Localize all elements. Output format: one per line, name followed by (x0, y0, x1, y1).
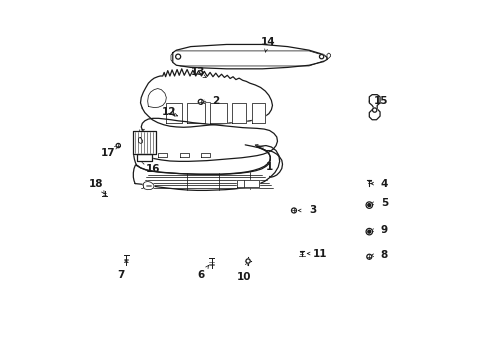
Text: 2: 2 (212, 96, 219, 106)
Text: 11: 11 (312, 248, 326, 258)
Polygon shape (210, 103, 226, 123)
Polygon shape (133, 145, 279, 190)
Polygon shape (251, 103, 265, 123)
Circle shape (198, 99, 203, 104)
Polygon shape (201, 153, 210, 157)
Text: 5: 5 (380, 198, 387, 208)
Polygon shape (147, 89, 166, 108)
Text: 15: 15 (373, 96, 387, 106)
Text: 12: 12 (162, 107, 176, 117)
Circle shape (291, 208, 296, 213)
Circle shape (367, 204, 370, 206)
Polygon shape (165, 103, 182, 123)
Circle shape (367, 230, 370, 233)
Circle shape (366, 228, 372, 235)
Circle shape (366, 254, 371, 259)
Text: 10: 10 (237, 272, 251, 282)
Text: 16: 16 (145, 164, 160, 174)
Text: 17: 17 (101, 148, 115, 158)
Circle shape (175, 54, 180, 59)
Text: 4: 4 (380, 179, 387, 189)
Polygon shape (368, 95, 379, 120)
Text: 3: 3 (308, 206, 316, 216)
Polygon shape (143, 181, 154, 190)
Polygon shape (158, 153, 167, 157)
Text: 8: 8 (380, 250, 387, 260)
Polygon shape (237, 180, 258, 187)
Text: 1: 1 (265, 162, 273, 172)
Polygon shape (172, 44, 326, 69)
Circle shape (372, 108, 376, 112)
Polygon shape (138, 138, 142, 143)
Text: 18: 18 (88, 179, 102, 189)
Polygon shape (137, 154, 152, 161)
Polygon shape (231, 103, 246, 123)
Polygon shape (187, 103, 204, 123)
Circle shape (116, 143, 120, 148)
Text: 13: 13 (190, 67, 204, 77)
Text: 7: 7 (117, 270, 124, 280)
Polygon shape (180, 153, 188, 157)
Text: 14: 14 (260, 37, 275, 47)
Circle shape (245, 259, 250, 263)
Polygon shape (133, 131, 155, 154)
Polygon shape (141, 118, 277, 161)
Circle shape (319, 54, 323, 59)
Text: 9: 9 (380, 225, 387, 235)
Text: 6: 6 (198, 270, 204, 280)
Polygon shape (140, 69, 272, 127)
Circle shape (366, 202, 372, 208)
